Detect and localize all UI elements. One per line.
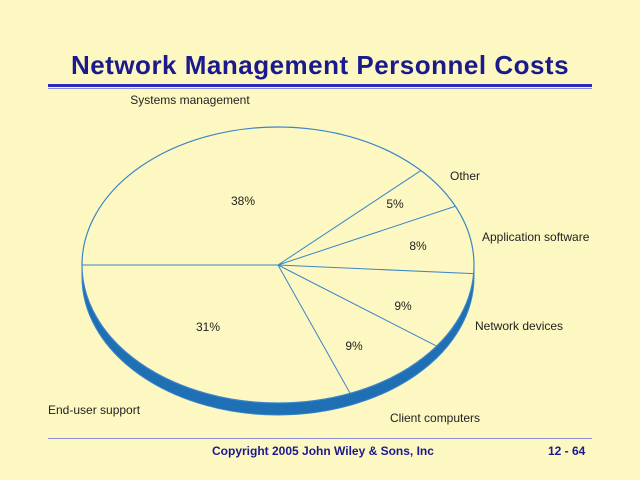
footer-rule xyxy=(48,438,592,439)
slice-value-label: 9% xyxy=(394,299,412,313)
slice-category-label: End-user support xyxy=(48,403,141,417)
slice-divider-2 xyxy=(277,205,456,266)
title-underline xyxy=(48,84,592,87)
slice-category-label: Other xyxy=(450,169,480,183)
slice-value-label: 8% xyxy=(409,239,427,253)
title-underline-thin xyxy=(48,88,592,89)
pie-slice-dividers xyxy=(82,170,474,394)
slice-value-label: 5% xyxy=(386,197,404,211)
page-number: 12 - 64 xyxy=(548,444,586,458)
slice-category-label: Network devices xyxy=(475,319,563,333)
slice-divider-4 xyxy=(277,264,437,347)
slice-divider-3 xyxy=(277,264,474,275)
slice-divider-5 xyxy=(277,264,351,394)
copyright-text: Copyright 2005 John Wiley & Sons, Inc xyxy=(212,444,434,458)
slide-title: Network Management Personnel Costs xyxy=(70,50,570,80)
pie-labels: 38% Systems management 5% Other 8% Applicatio… xyxy=(48,93,590,425)
slice-value-label: 31% xyxy=(196,320,220,334)
slice-divider-1 xyxy=(277,170,422,266)
slice-category-label: Client computers xyxy=(390,411,480,425)
slice-value-label: 38% xyxy=(231,194,255,208)
slice-category-label: Application software xyxy=(482,230,590,244)
slice-category-label: Systems management xyxy=(130,93,250,107)
slice-value-label: 9% xyxy=(345,339,363,353)
